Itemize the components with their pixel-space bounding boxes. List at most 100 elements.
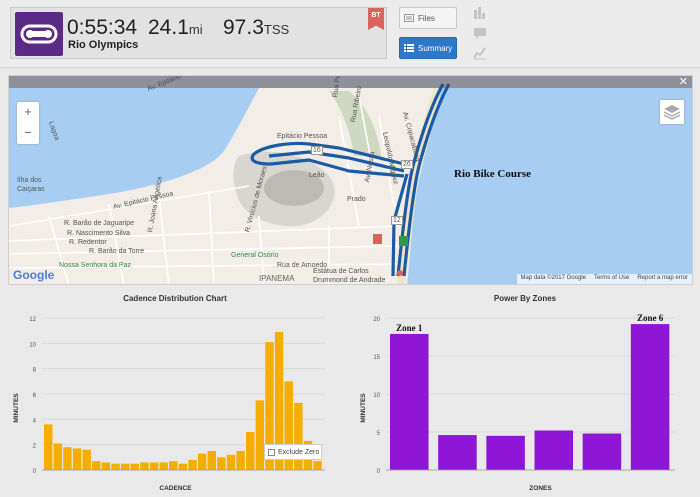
y-tick-label: 2 [33,444,37,450]
cadence-bar [149,462,159,470]
map-label: R. Nascimento Silva [67,230,131,237]
cadence-bar [207,451,216,470]
cadence-bar [44,424,53,470]
y-tick-label: 20 [373,317,380,323]
map-label: Leão [309,172,325,179]
map-toolbar [9,76,692,88]
road-shield: 12 [391,216,403,225]
cadence-bar [246,432,255,470]
map-attribution: Map data ©2017 Google Terms of Use Repor… [516,274,692,284]
distance-unit: mi [188,22,203,37]
list-icon [404,44,414,52]
cadence-chart: 0 2 4 6 8 10 12 CADENCE MINUTES [13,317,325,492]
map-label: Ilha dos Caiçaras [17,177,45,193]
route-map[interactable]: ✕ [8,75,693,285]
cadence-bar [140,462,149,470]
terms-link[interactable]: Terms of Use [593,275,630,281]
distance-value: 24.1 [148,16,189,39]
cadence-bar [82,449,91,470]
workout-card: 0:55:34 24.1mi 97.3TSS Rio Olympics BT [10,7,387,59]
workout-title: Rio Olympics [68,39,139,51]
map-label: IPANEMA [259,274,295,283]
y-tick-label: 10 [373,393,380,399]
report-error-link[interactable]: Report a map error [637,275,688,281]
cadence-bar [130,463,140,470]
zones-chart-title: Power By Zones [493,294,557,303]
x-axis-label: ZONES [529,485,552,492]
map-label: R. Barão da Torre [89,248,145,255]
y-axis-label: MINUTES [13,393,20,423]
cadence-bar [265,342,274,470]
cadence-bar [53,443,63,470]
cadence-bar [178,463,188,470]
cadence-bar [101,462,111,470]
summary-button[interactable]: Summary [399,37,457,59]
cadence-chart-title: Cadence Distribution Chart [123,294,227,303]
zoom-controls: + − [17,102,39,144]
map-label: R. Barão de Jaguaripe [64,220,135,227]
map-label: R. Redentor [69,239,107,246]
map-data-text: Map data ©2017 Google [520,275,586,281]
zone-bar-label: Zone 6 [637,313,664,323]
tss-metric: 97.3TSS [223,16,289,40]
y-tick-label: 10 [29,342,36,348]
cadence-bar [111,463,120,470]
files-label: Files [418,13,435,23]
cadence-bar [255,400,265,470]
zoom-out-button[interactable]: − [24,125,32,140]
close-icon[interactable]: ✕ [678,76,688,88]
zone-bar [390,333,429,470]
exclude-zero-checkbox[interactable] [268,448,275,456]
cadence-chart-panel: Cadence Distribution Chart 0 2 4 6 8 10 12 CADE… [0,290,350,497]
y-tick-label: 12 [29,317,36,323]
comment-icon[interactable] [473,26,487,40]
google-logo: Google [13,268,55,282]
exclude-zero-label: Exclude Zero [278,448,320,456]
bt-badge[interactable]: BT [368,8,384,30]
y-tick-label: 0 [377,469,381,475]
cadence-bar [188,459,197,470]
map-label: Epitácio Pessoa [277,133,328,140]
cadence-bar [169,461,178,470]
map-label: General Osório [231,252,279,259]
y-tick-label: 5 [377,431,381,437]
course-label: Rio Bike Course [454,168,531,180]
layers-icon[interactable] [660,100,684,124]
cadence-bar [63,447,72,470]
cadence-bar [294,402,303,470]
map-label: Estátua de Carlos Drummond de Andrade [313,268,386,284]
files-button[interactable]: Files [399,7,457,29]
road-shield: 26 [401,160,413,169]
cadence-bar [72,448,82,470]
zone-bar-label: Zone 1 [396,323,423,333]
zone-bar [582,433,622,470]
cadence-bar [274,331,284,470]
y-axis-label: MINUTES [360,393,367,423]
zoom-in-button[interactable]: + [24,104,32,119]
map-canvas [9,83,692,284]
workout-header: 0:55:34 24.1mi 97.3TSS Rio Olympics BT F… [0,0,700,68]
bar-chart-icon[interactable] [473,6,487,20]
y-tick-label: 0 [33,469,37,475]
distance-metric: 24.1mi [148,16,203,40]
road-shield: 16 [311,146,323,155]
map-label: Prado [347,196,366,203]
hill-peak [264,170,324,206]
zone-bar [486,435,525,470]
exclude-zero-toggle[interactable]: Exclude Zero [264,444,322,460]
zone-bar [534,430,574,470]
map-label: Nossa Senhora da Paz [59,262,131,269]
line-chart-icon[interactable] [473,46,487,60]
tss-unit: TSS [263,22,290,37]
bike-chain-icon [15,12,63,56]
cadence-bar [92,461,101,470]
tss-value: 97.3 [223,16,264,39]
zones-chart-panel: Power By Zones 0 5 10 15 20 Zone 1 Zone 6 ZONES… [350,290,700,497]
summary-label: Summary [418,43,453,53]
y-tick-label: 8 [33,368,37,374]
cadence-bar [284,381,293,470]
start-marker [399,236,408,246]
cadence-bar [197,453,207,470]
cadence-bar [159,462,168,470]
